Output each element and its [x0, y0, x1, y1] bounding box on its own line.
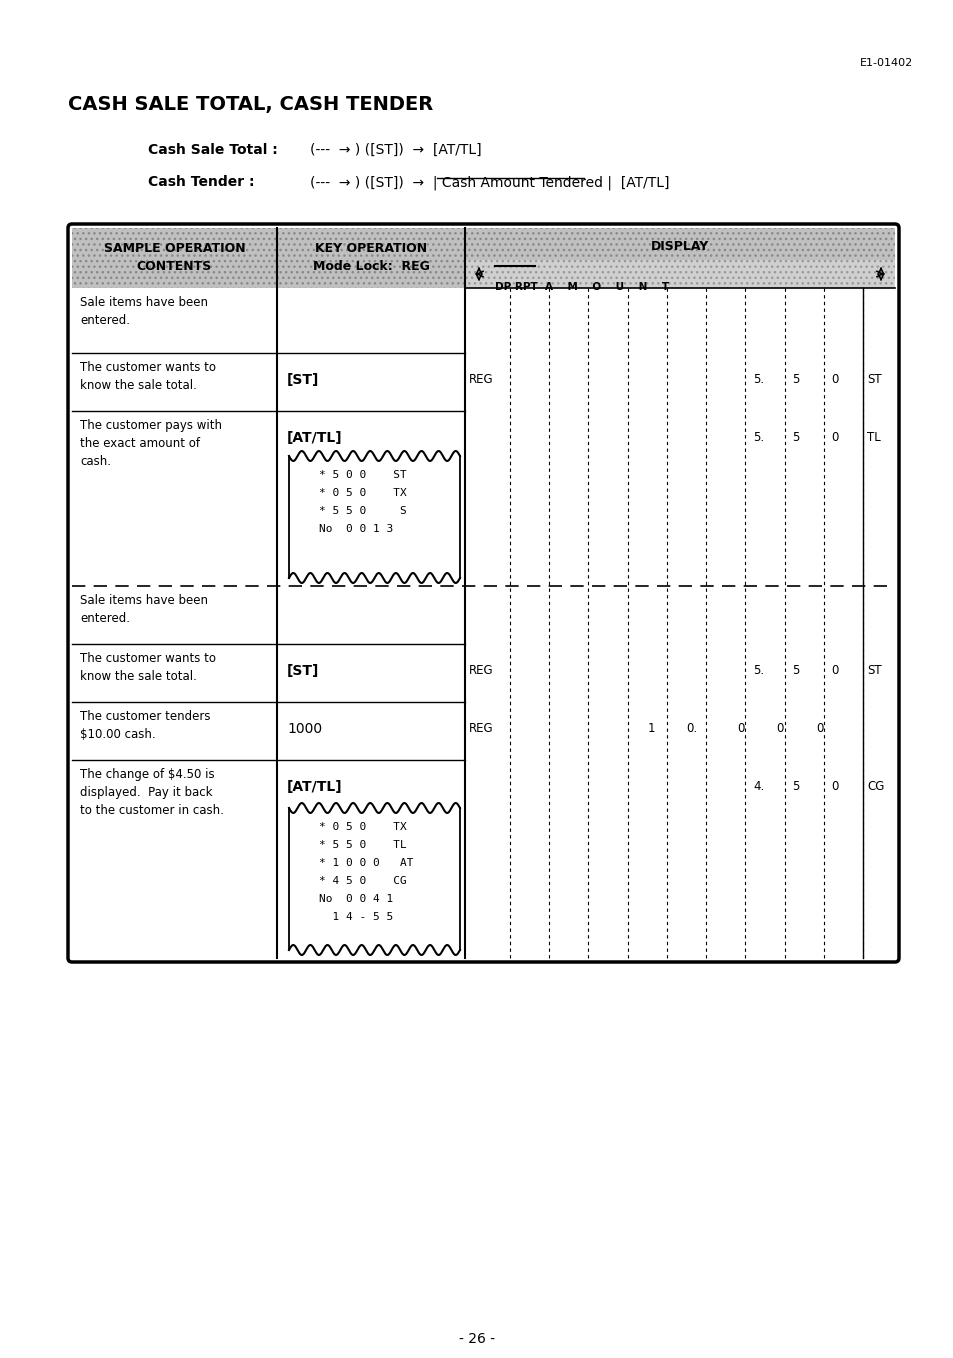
Text: The customer pays with
the exact amount of
cash.: The customer pays with the exact amount … — [80, 420, 222, 469]
Text: The customer wants to
know the sale total.: The customer wants to know the sale tota… — [80, 361, 215, 392]
Bar — [71, 228, 894, 288]
Text: Cash Sale Total :: Cash Sale Total : — [148, 143, 277, 158]
Text: * 5 0 0    ST: * 5 0 0 ST — [318, 470, 406, 479]
Text: * 5 5 0     S: * 5 5 0 S — [318, 507, 406, 516]
Text: - 26 -: - 26 - — [458, 1332, 495, 1346]
Text: [AT/TL]: [AT/TL] — [287, 430, 342, 445]
Text: CASH SALE TOTAL, CASH TENDER: CASH SALE TOTAL, CASH TENDER — [68, 95, 433, 114]
Text: 5: 5 — [792, 664, 799, 678]
Text: * 5 5 0    TL: * 5 5 0 TL — [318, 841, 406, 850]
Text: DP RPT  A    M    O    U    N    T: DP RPT A M O U N T — [495, 282, 668, 292]
Text: 1 4 - 5 5: 1 4 - 5 5 — [318, 913, 393, 922]
Text: E1-01402: E1-01402 — [859, 58, 912, 68]
Text: * 0 5 0    TX: * 0 5 0 TX — [318, 822, 406, 832]
Text: No  0 0 1 3: No 0 0 1 3 — [318, 524, 393, 534]
Text: 1: 1 — [646, 722, 654, 735]
Text: CG: CG — [866, 779, 883, 793]
Text: Sale items have been
entered.: Sale items have been entered. — [80, 296, 208, 327]
Text: The customer wants to
know the sale total.: The customer wants to know the sale tota… — [80, 652, 215, 683]
Text: SAMPLE OPERATION
CONTENTS: SAMPLE OPERATION CONTENTS — [104, 242, 245, 273]
Text: 0: 0 — [831, 430, 838, 444]
Text: ST: ST — [866, 664, 881, 678]
Text: REG: REG — [469, 664, 493, 678]
Text: No  0 0 4 1: No 0 0 4 1 — [318, 894, 393, 904]
Text: Sale items have been
entered.: Sale items have been entered. — [80, 593, 208, 625]
Text: [ST]: [ST] — [287, 373, 319, 387]
Text: 5: 5 — [792, 430, 799, 444]
Bar — [464, 259, 894, 288]
Text: * 1 0 0 0   AT: * 1 0 0 0 AT — [318, 858, 413, 868]
Text: 0: 0 — [831, 664, 838, 678]
Text: * 4 5 0    CG: * 4 5 0 CG — [318, 876, 406, 885]
Text: 0: 0 — [776, 722, 783, 735]
Text: DISPLAY: DISPLAY — [650, 240, 708, 253]
Text: 5.: 5. — [752, 664, 763, 678]
Text: The change of $4.50 is
displayed.  Pay it back
to the customer in cash.: The change of $4.50 is displayed. Pay it… — [80, 769, 224, 818]
Text: 0: 0 — [815, 722, 822, 735]
Text: 5.: 5. — [752, 430, 763, 444]
Text: 5.: 5. — [752, 373, 763, 386]
Bar — [464, 259, 894, 288]
Text: 0: 0 — [737, 722, 744, 735]
Text: TL: TL — [866, 430, 880, 444]
Text: 4.: 4. — [752, 779, 763, 793]
Text: [ST]: [ST] — [287, 664, 319, 678]
Text: [AT/TL]: [AT/TL] — [287, 779, 342, 794]
Text: REG: REG — [469, 373, 493, 386]
Text: 5: 5 — [792, 373, 799, 386]
Text: 0: 0 — [831, 373, 838, 386]
Text: Cash Tender :: Cash Tender : — [148, 175, 254, 189]
Text: 5: 5 — [792, 779, 799, 793]
Text: REG: REG — [469, 722, 493, 735]
Text: KEY OPERATION
Mode Lock:  REG: KEY OPERATION Mode Lock: REG — [313, 242, 429, 273]
Text: The customer tenders
$10.00 cash.: The customer tenders $10.00 cash. — [80, 710, 211, 741]
Text: (---  → ) ([ST])  →  | Cash Amount Tendered |  [AT/TL]: (--- → ) ([ST]) → | Cash Amount Tendered… — [310, 175, 669, 190]
Text: 1000: 1000 — [287, 722, 322, 736]
Text: 0: 0 — [831, 779, 838, 793]
Text: * 0 5 0    TX: * 0 5 0 TX — [318, 488, 406, 498]
Text: (---  → ) ([ST])  →  [AT/TL]: (--- → ) ([ST]) → [AT/TL] — [310, 143, 481, 158]
Bar — [71, 228, 894, 288]
Text: ST: ST — [866, 373, 881, 386]
Text: 0.: 0. — [686, 722, 697, 735]
